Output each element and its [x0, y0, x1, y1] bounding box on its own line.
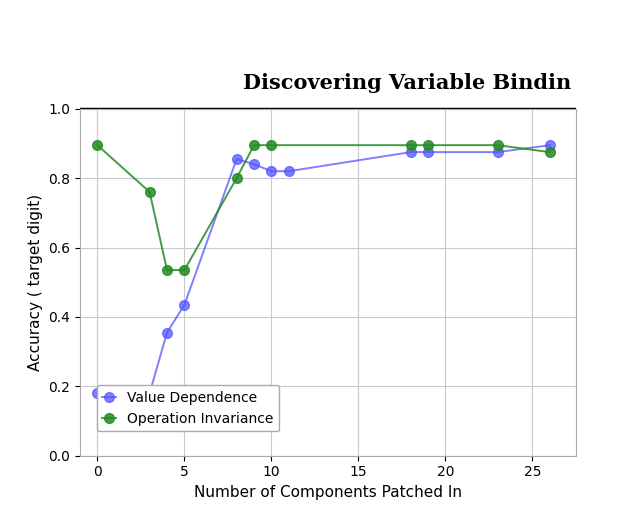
Value Dependence	[285, 168, 292, 174]
Value Dependence	[546, 142, 554, 148]
Operation Invariance	[233, 175, 241, 181]
X-axis label: Number of Components Patched In: Number of Components Patched In	[194, 485, 462, 500]
Value Dependence	[180, 302, 188, 308]
Legend: Value Dependence, Operation Invariance: Value Dependence, Operation Invariance	[97, 386, 279, 432]
Operation Invariance	[407, 142, 415, 148]
Operation Invariance	[180, 267, 188, 273]
Text: Discovering Variable Bindin: Discovering Variable Bindin	[243, 73, 571, 93]
Value Dependence	[250, 161, 258, 167]
Value Dependence	[494, 149, 502, 155]
Operation Invariance	[424, 142, 432, 148]
Value Dependence	[424, 149, 432, 155]
Y-axis label: Accuracy ( target digit): Accuracy ( target digit)	[28, 194, 43, 371]
Operation Invariance	[93, 142, 101, 148]
Operation Invariance	[146, 189, 154, 195]
Operation Invariance	[268, 142, 275, 148]
Value Dependence	[163, 329, 171, 335]
Value Dependence	[93, 390, 101, 396]
Operation Invariance	[494, 142, 502, 148]
Line: Value Dependence: Value Dependence	[93, 140, 555, 398]
Value Dependence	[233, 156, 241, 162]
Value Dependence	[146, 390, 154, 396]
Operation Invariance	[546, 149, 554, 155]
Operation Invariance	[250, 142, 258, 148]
Value Dependence	[268, 168, 275, 174]
Line: Operation Invariance: Operation Invariance	[93, 140, 555, 275]
Value Dependence	[407, 149, 415, 155]
Operation Invariance	[163, 267, 171, 273]
